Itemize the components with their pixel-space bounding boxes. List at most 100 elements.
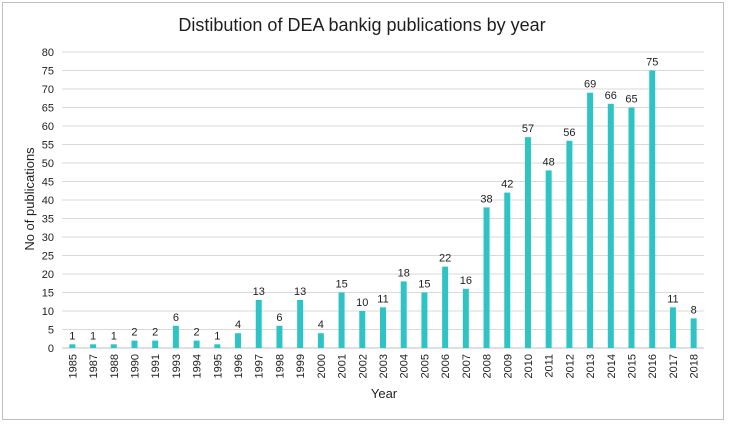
bar — [380, 307, 386, 348]
data-label: 11 — [377, 293, 388, 305]
y-tick-label: 20 — [42, 269, 54, 281]
data-label: 15 — [335, 279, 347, 291]
data-label: 4 — [318, 319, 324, 331]
data-label: 18 — [398, 267, 410, 279]
data-label: 38 — [480, 193, 492, 205]
x-tick-label: 1994 — [192, 354, 204, 378]
data-label: 13 — [253, 286, 265, 298]
y-tick-label: 10 — [42, 306, 54, 318]
data-label: 6 — [173, 312, 179, 324]
data-label: 1 — [111, 330, 117, 342]
x-tick-label: 2014 — [606, 354, 618, 378]
y-tick-label: 30 — [42, 232, 54, 244]
x-tick-label: 2002 — [357, 354, 369, 378]
x-tick-label: 2015 — [627, 354, 639, 378]
data-label: 69 — [584, 79, 596, 91]
bar — [110, 344, 117, 348]
bar — [566, 140, 573, 348]
y-tick-label: 65 — [42, 103, 54, 115]
bars — [69, 70, 697, 348]
bar — [172, 325, 179, 348]
bar — [317, 333, 324, 348]
y-tick-label: 50 — [42, 158, 54, 170]
bar — [442, 266, 449, 348]
data-label: 4 — [235, 319, 241, 331]
x-tick-label: 1991 — [150, 354, 162, 378]
bar — [400, 281, 407, 348]
x-tick-label: 2005 — [419, 354, 431, 378]
bar — [214, 344, 221, 348]
data-label: 13 — [294, 286, 306, 298]
data-label: 11 — [667, 293, 678, 305]
data-label: 1 — [90, 330, 96, 342]
x-tick-label: 1999 — [295, 354, 307, 378]
x-tick-label: 1995 — [212, 354, 224, 378]
bar — [669, 307, 676, 348]
bar — [607, 103, 614, 348]
bar — [545, 170, 552, 348]
y-tick-label: 25 — [42, 251, 54, 263]
bar — [421, 292, 428, 348]
x-tick-label: 1996 — [233, 354, 245, 378]
data-label: 2 — [194, 327, 200, 339]
x-tick-label: 1993 — [171, 354, 183, 378]
x-tick-label: 2006 — [440, 354, 452, 378]
y-tick-label: 5 — [48, 325, 54, 337]
x-tick-label: 2009 — [502, 354, 514, 378]
data-label: 10 — [356, 297, 368, 309]
bar — [587, 92, 594, 348]
x-tick-label: 2017 — [668, 354, 680, 378]
y-tick-label: 0 — [48, 343, 54, 355]
data-label: 1 — [214, 330, 220, 342]
bar — [338, 292, 345, 348]
gridlines — [62, 51, 704, 349]
bar — [131, 340, 138, 348]
x-tick-label: 1985 — [67, 354, 79, 378]
x-tick-label: 2003 — [378, 354, 390, 378]
x-tick-label: 2010 — [523, 354, 535, 378]
x-tick-label: 1990 — [129, 354, 141, 378]
bar — [504, 192, 511, 348]
x-tick-label: 2013 — [585, 354, 597, 378]
x-axis-title: Year — [371, 386, 398, 401]
y-axis-ticks: 0 5 10 15 20 25 30 35 40 45 50 55 60 65 70 75 80 — [42, 47, 54, 355]
x-tick-label: 2011 — [544, 354, 556, 378]
x-tick-label: 2016 — [647, 354, 659, 378]
y-tick-label: 15 — [42, 288, 54, 300]
y-tick-label: 75 — [42, 66, 54, 78]
bar — [359, 311, 366, 348]
chart-title: Distibution of DEA bankig publications b… — [178, 15, 545, 35]
data-label: 75 — [646, 57, 658, 69]
data-label: 15 — [418, 279, 430, 291]
bar — [152, 340, 159, 348]
data-label: 65 — [625, 94, 637, 106]
y-tick-label: 60 — [42, 121, 54, 133]
x-axis-ticks: 1985 1987 1988 1990 1991 1993 1994 1995 1996 1997… — [67, 354, 700, 378]
bar — [193, 340, 200, 348]
y-tick-label: 40 — [42, 195, 54, 207]
x-tick-label: 2001 — [337, 354, 349, 378]
x-tick-label: 2008 — [482, 354, 494, 378]
x-tick-label: 2007 — [461, 354, 473, 378]
bar — [69, 344, 76, 348]
data-label: 8 — [691, 304, 697, 316]
data-label: 42 — [501, 179, 513, 191]
y-axis-title: No of publications — [22, 147, 37, 251]
bar — [628, 107, 635, 348]
data-label: 2 — [131, 327, 137, 339]
x-tick-label: 2000 — [316, 354, 328, 378]
x-tick-label: 2012 — [564, 354, 576, 378]
bar — [462, 288, 469, 348]
bar — [297, 299, 304, 348]
x-tick-label: 1997 — [254, 354, 266, 378]
bar — [649, 70, 656, 348]
data-label: 66 — [605, 90, 617, 102]
data-label: 6 — [276, 312, 282, 324]
x-tick-label: 2018 — [689, 354, 701, 378]
y-tick-label: 70 — [42, 84, 54, 96]
y-tick-label: 35 — [42, 214, 54, 226]
y-tick-label: 80 — [42, 47, 54, 59]
data-label: 16 — [460, 275, 472, 287]
